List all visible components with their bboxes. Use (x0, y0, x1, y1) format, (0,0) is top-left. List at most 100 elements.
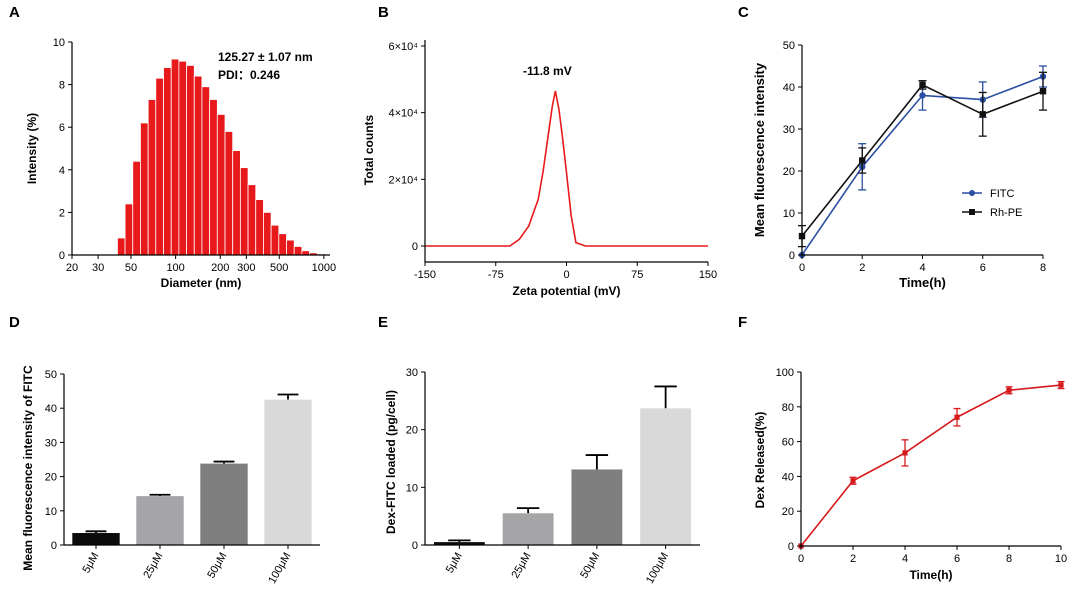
panel-c-x-tick-label: 4 (919, 262, 925, 274)
panel-d-bar (136, 496, 184, 545)
panel-e-bar (571, 469, 623, 545)
panel-a-y-tick-label: 8 (59, 80, 65, 92)
panel-a-annotation-size: 125.27 ± 1.07 nm (218, 50, 313, 64)
panel-f-point (902, 450, 908, 456)
panel-a-y-tick-label: 2 (59, 207, 65, 219)
panel-a-bar (178, 60, 187, 256)
panel-b-y-tick-label: 6×10⁴ (388, 41, 418, 53)
panel-f-point (1058, 382, 1064, 388)
panel-f-y-tick-label: 60 (782, 437, 794, 449)
panel-d-bar (200, 463, 248, 545)
panel-a-bar (170, 58, 180, 256)
panel-d-x-tick-label: 100μM (266, 551, 293, 586)
panel-letter-a: A (9, 4, 20, 21)
panel-a-y-tick-label: 6 (59, 122, 65, 134)
panel-a-bar (147, 99, 157, 256)
panel-c-x-axis-label: Time(h) (899, 275, 946, 290)
panel-f-point (954, 414, 960, 420)
panel-c-y-axis-label: Mean fluorescence intensity (752, 62, 767, 237)
panel-a-bar (247, 184, 257, 256)
panel-c-series-rhpe-point (979, 111, 986, 118)
panel-c-y-tick-label: 0 (789, 250, 795, 262)
panel-a-bar (163, 67, 172, 256)
panel-a-bar (132, 160, 141, 256)
panel-f-y-tick-label: 80 (782, 402, 794, 414)
panel-a-bar (209, 99, 218, 256)
panel-c-fluorescence-time: 0 2 4 6 8 0 10 20 30 40 50 Time(h) Mean fluorescence… (752, 40, 1047, 290)
panel-f-x-tick-label: 2 (850, 553, 856, 565)
panel-c-x-tick-label: 2 (859, 262, 865, 274)
panel-a-bar (232, 150, 241, 256)
panel-d-bar (264, 399, 312, 545)
panel-d-y-tick-label: 10 (45, 506, 57, 518)
panel-c-y-tick-label: 10 (783, 208, 795, 220)
panel-letter-f: F (738, 314, 747, 331)
panel-e-bar (640, 408, 692, 545)
panel-f-x-tick-label: 8 (1006, 553, 1012, 565)
panel-d-y-axis-label: Mean fluorescence intensity of FITC (21, 365, 35, 571)
panel-letter-e: E (378, 314, 388, 331)
panel-b-y-tick-label: 4×10⁴ (388, 108, 418, 120)
panel-f-point (1006, 387, 1012, 393)
panel-a-x-tick-label: 500 (270, 262, 288, 274)
panel-f-y-tick-label: 40 (782, 471, 794, 483)
panel-c-y-tick-label: 50 (783, 40, 795, 52)
panel-a-bar (278, 233, 287, 256)
panel-b-x-axis-label: Zeta potential (mV) (512, 284, 620, 298)
panel-f-y-axis-label: Dex Released(%) (753, 412, 767, 509)
panel-a-x-tick-label: 1000 (312, 262, 336, 274)
panel-f-point (850, 478, 856, 484)
panel-e-x-tick-label: 25μM (509, 551, 533, 581)
panel-a-x-tick-label: 100 (166, 262, 184, 274)
panel-c-x-tick-label: 0 (799, 262, 805, 274)
panel-a-y-tick-label: 4 (59, 165, 65, 177)
panel-a-bar (286, 239, 295, 256)
panel-f-x-tick-label: 0 (798, 553, 804, 565)
panel-e-y-tick-label: 10 (406, 482, 418, 494)
panel-f-x-tick-label: 6 (954, 553, 960, 565)
panel-a-bar (186, 65, 195, 256)
panel-a-bar (263, 211, 272, 256)
panel-a-x-tick-label: 300 (237, 262, 255, 274)
panel-c-legend-fitc-marker (969, 190, 975, 196)
panel-c-y-tick-label: 20 (783, 166, 795, 178)
panel-a-bar (140, 122, 149, 256)
panel-b-zeta-potential: -150 -75 0 75 150 0 2×10⁴ 4×10⁴ 6×10⁴ Zeta potent… (362, 40, 717, 298)
panel-letter-b: B (378, 4, 389, 21)
panel-a-annotation-pdi: PDI：0.246 (218, 68, 280, 82)
panel-a-bar (293, 246, 303, 256)
panel-e-x-tick-label: 5μM (444, 551, 465, 576)
panel-f-x-tick-label: 4 (902, 553, 908, 565)
panel-d-bar (72, 533, 120, 545)
panel-a-bar (270, 224, 280, 256)
panel-c-series-rhpe-point (919, 81, 926, 89)
panel-b-x-tick-label: 75 (631, 269, 643, 281)
panel-f-x-axis-label: Time(h) (909, 568, 952, 582)
panel-a-x-axis-label: Diameter (nm) (161, 276, 242, 290)
panel-c-x-tick-label: 8 (1040, 262, 1046, 274)
panel-a-bar (255, 199, 264, 256)
panel-a-bar (239, 167, 249, 256)
panel-d-x-tick-label: 25μM (141, 551, 165, 581)
panel-e-x-tick-label: 100μM (644, 551, 671, 586)
panel-e-y-tick-label: 30 (406, 367, 418, 379)
panel-f-y-tick-label: 0 (788, 541, 794, 553)
panel-e-y-tick-label: 0 (412, 540, 418, 552)
panel-e-dex-loaded-bars: 0 10 20 30 5μM 25μM 50μM 100μM Dex-FITC loaded (… (384, 367, 700, 586)
panel-f-y-tick-label: 100 (776, 367, 794, 379)
panel-e-y-tick-label: 20 (406, 425, 418, 437)
panel-a-y-tick-label: 10 (53, 37, 65, 49)
panel-e-bar (433, 542, 485, 545)
panel-d-y-tick-label: 50 (45, 369, 57, 381)
panel-a-bar (155, 77, 164, 256)
panel-c-x-tick-label: 6 (980, 262, 986, 274)
panel-c-legend-rhpe-label: Rh-PE (990, 207, 1022, 219)
panel-b-zeta-curve (425, 90, 708, 247)
panel-d-y-tick-label: 40 (45, 403, 57, 415)
panel-d-y-tick-label: 20 (45, 472, 57, 484)
panel-letter-d: D (9, 314, 20, 331)
panel-a-x-tick-label: 20 (66, 262, 78, 274)
panel-e-bar (502, 513, 554, 545)
panel-e-x-tick-label: 50μM (578, 551, 602, 581)
